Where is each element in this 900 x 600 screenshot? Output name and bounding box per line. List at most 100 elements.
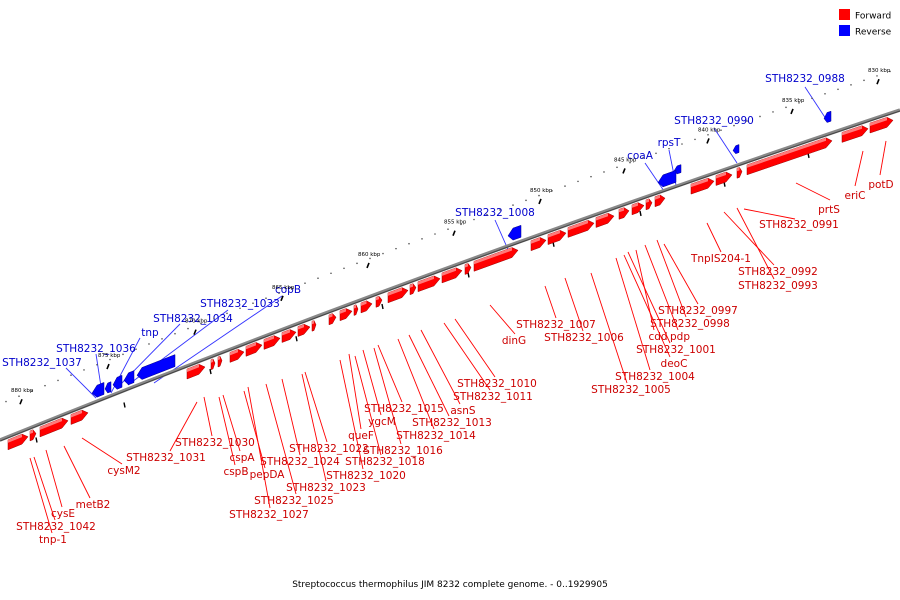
scale-dot — [252, 302, 254, 305]
gene-label-sth8232-0993[interactable]: STH8232_0993 — [738, 280, 818, 292]
gene-label-coaa[interactable]: coaA — [627, 150, 654, 162]
gene-label-sth8232-1025[interactable]: STH8232_1025 — [254, 495, 334, 507]
gene-label-metb2[interactable]: metB2 — [76, 499, 111, 511]
gene-label-sth8232-1005[interactable]: STH8232_1005 — [591, 384, 671, 396]
forward-gene-highlight — [376, 296, 379, 301]
scale-dot — [811, 97, 813, 100]
scale-dot — [733, 124, 735, 127]
reverse-gene-arrow — [823, 110, 832, 123]
scale-dot — [109, 358, 111, 361]
forward-gene-highlight — [71, 410, 82, 418]
gene-label-cspa[interactable]: cspA — [229, 452, 255, 464]
scale-dot — [746, 120, 748, 122]
gene-label-sth8232-0988[interactable]: STH8232_0988 — [765, 73, 845, 85]
gene-label-potd[interactable]: potD — [868, 179, 893, 191]
gene-label-sth8232-1014[interactable]: STH8232_1014 — [396, 430, 476, 442]
gene-label-tnpis204-1[interactable]: TnpIS204-1 — [690, 253, 751, 265]
gene-label-rpst[interactable]: rpsT — [658, 137, 681, 149]
gene-label-sth8232-1001[interactable]: STH8232_1001 — [636, 344, 716, 356]
gene-label-pdp[interactable]: pdp — [670, 331, 690, 343]
leader-line — [627, 251, 671, 344]
gene-label-sth8232-1010[interactable]: STH8232_1010 — [457, 378, 537, 390]
gene-label-cyse[interactable]: cysE — [51, 508, 75, 520]
scale-dot — [824, 93, 826, 95]
gene-label-sth8232-1016[interactable]: STH8232_1016 — [363, 445, 443, 457]
gene-label-sth8232-1023[interactable]: STH8232_1023 — [286, 482, 366, 494]
leader-line — [723, 211, 775, 266]
leader-line — [153, 295, 283, 384]
gene-label-sth8232-1031[interactable]: STH8232_1031 — [126, 452, 206, 464]
reverse-gene-arrow — [123, 370, 135, 386]
tick-label: 870 kbp — [185, 319, 208, 325]
gene-label-ygcm[interactable]: ygcM — [368, 416, 396, 428]
gene-label-sth8232-1033[interactable]: STH8232_1033 — [200, 298, 280, 310]
leader-line — [804, 86, 829, 123]
tick-label: 875 kbp — [98, 353, 121, 359]
tick-mark — [452, 230, 456, 236]
leader-line — [339, 359, 364, 470]
gene-label-sth8232-1015[interactable]: STH8232_1015 — [364, 403, 444, 415]
tick-label: 830 kbp — [868, 68, 891, 74]
gene-label-sth8232-1004[interactable]: STH8232_1004 — [615, 371, 695, 383]
legend: Forward Reverse — [839, 9, 892, 38]
scale-dot — [460, 223, 462, 226]
gene-label-sth8232-0990[interactable]: STH8232_0990 — [674, 115, 754, 127]
gene-label-sth8232-1036[interactable]: STH8232_1036 — [56, 343, 136, 355]
gene-label-asns[interactable]: asnS — [450, 405, 476, 417]
gene-label-sth8232-1008[interactable]: STH8232_1008 — [455, 207, 535, 219]
gene-label-copb[interactable]: copB — [275, 284, 301, 296]
gene-label-cdd[interactable]: cdd — [648, 331, 667, 343]
gene-label-sth8232-1011[interactable]: STH8232_1011 — [453, 391, 533, 403]
gene-label-sth8232-1013[interactable]: STH8232_1013 — [412, 417, 492, 429]
gene-label-sth8232-1022[interactable]: STH8232_1022 — [289, 443, 369, 455]
forward-gene-highlight — [211, 358, 213, 363]
gene-label-sth8232-0997[interactable]: STH8232_0997 — [658, 305, 738, 317]
gene-label-cspb[interactable]: cspB — [223, 466, 248, 478]
gene-label-ding[interactable]: dinG — [502, 335, 526, 347]
gene-label-eric[interactable]: eriC — [844, 190, 865, 202]
gene-label-sth8232-1030[interactable]: STH8232_1030 — [175, 437, 255, 449]
scale-dot — [629, 161, 631, 164]
scale-dot — [577, 180, 579, 183]
scale-dot — [226, 312, 228, 315]
leader-line — [362, 349, 382, 416]
gene-label-sth8232-1006[interactable]: STH8232_1006 — [544, 332, 624, 344]
tick-mark — [209, 368, 212, 375]
gene-label-sth8232-0991[interactable]: STH8232_0991 — [759, 219, 839, 231]
gene-label-pepda[interactable]: pepDA — [250, 469, 286, 481]
gene-label-sth8232-1020[interactable]: STH8232_1020 — [326, 470, 406, 482]
gene-label-sth8232-1027[interactable]: STH8232_1027 — [229, 509, 309, 521]
scale-dot — [785, 106, 787, 109]
reverse-gene-arrow — [507, 224, 522, 241]
genome-backbone-edge — [0, 110, 900, 442]
gene-label-prts[interactable]: prtS — [818, 204, 840, 216]
gene-label-sth8232-0992[interactable]: STH8232_0992 — [738, 266, 818, 278]
tick-mark — [639, 210, 642, 217]
forward-gene-highlight — [474, 247, 512, 265]
forward-gene-highlight — [548, 230, 560, 238]
gene-label-sth8232-1037[interactable]: STH8232_1037 — [2, 357, 82, 369]
scale-dot — [603, 171, 605, 173]
scale-dot — [161, 338, 163, 340]
scale-dot — [889, 70, 891, 73]
gene-label-tnp[interactable]: tnp — [141, 327, 159, 339]
scale-dot — [655, 152, 657, 155]
leader-line — [420, 329, 461, 405]
forward-gene-highlight — [282, 329, 290, 336]
gene-label-sth8232-1018[interactable]: STH8232_1018 — [345, 456, 425, 468]
leader-line — [373, 347, 402, 445]
gene-label-sth8232-1007[interactable]: STH8232_1007 — [516, 319, 596, 331]
scale-dot — [772, 111, 774, 113]
scale-dot — [720, 129, 722, 131]
gene-label-sth8232-0998[interactable]: STH8232_0998 — [650, 318, 730, 330]
gene-label-sth8232-1024[interactable]: STH8232_1024 — [260, 456, 340, 468]
gene-label-quef[interactable]: queF — [348, 430, 374, 442]
scale-dot — [447, 228, 449, 230]
gene-label-cysm2[interactable]: cysM2 — [107, 465, 140, 477]
forward-gene-arrow — [746, 137, 833, 176]
gene-label-sth8232-1034[interactable]: STH8232_1034 — [153, 313, 233, 325]
gene-label-tnp-1[interactable]: tnp-1 — [39, 534, 67, 546]
scale-dot — [486, 213, 488, 216]
gene-label-sth8232-1042[interactable]: STH8232_1042 — [16, 521, 96, 533]
gene-label-deoc[interactable]: deoC — [661, 358, 688, 370]
